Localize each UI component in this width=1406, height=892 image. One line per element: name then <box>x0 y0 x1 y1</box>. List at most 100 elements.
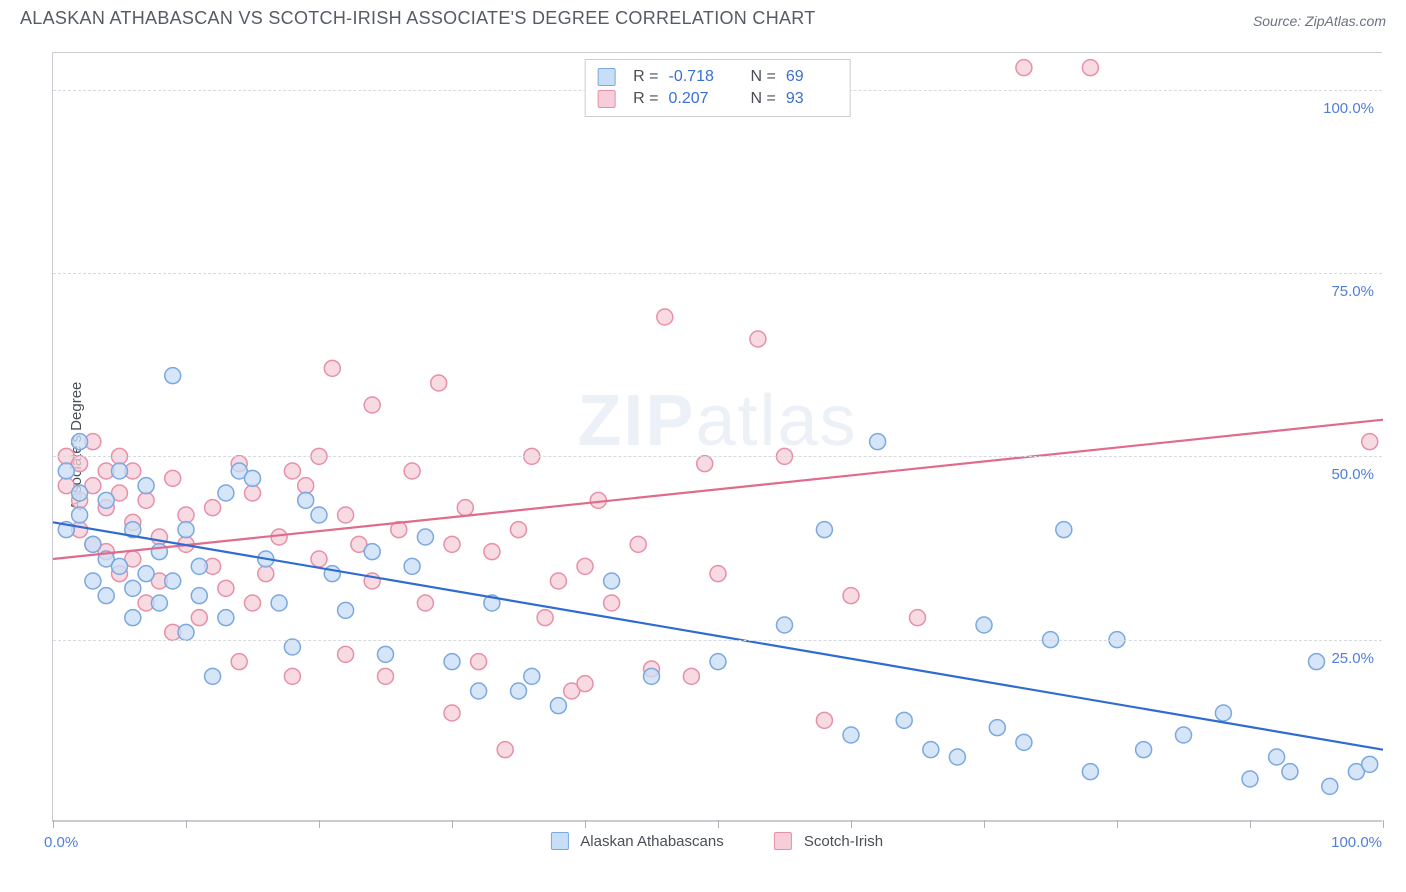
data-point <box>710 654 726 670</box>
data-point <box>404 558 420 574</box>
data-point <box>85 573 101 589</box>
data-point <box>644 668 660 684</box>
data-point <box>271 595 287 611</box>
data-point <box>431 375 447 391</box>
data-point <box>72 485 88 501</box>
data-point <box>311 551 327 567</box>
legend-item-scotch-irish: Scotch-Irish <box>774 832 883 850</box>
data-point <box>511 683 527 699</box>
data-point <box>604 595 620 611</box>
legend-label: Alaskan Athabascans <box>580 833 723 850</box>
data-point <box>311 507 327 523</box>
data-point <box>165 470 181 486</box>
data-point <box>697 456 713 472</box>
gridline <box>53 640 1382 641</box>
data-point <box>112 463 128 479</box>
source-attribution: Source: ZipAtlas.com <box>1253 13 1386 29</box>
n-label: N = <box>751 90 776 108</box>
data-point <box>178 624 194 640</box>
data-point <box>471 683 487 699</box>
data-point <box>843 727 859 743</box>
data-point <box>138 566 154 582</box>
data-point <box>284 639 300 655</box>
data-point <box>245 485 261 501</box>
x-tick <box>1383 820 1384 828</box>
data-point <box>577 676 593 692</box>
data-point <box>1269 749 1285 765</box>
data-point <box>298 492 314 508</box>
data-point <box>112 558 128 574</box>
data-point <box>338 646 354 662</box>
data-point <box>976 617 992 633</box>
data-point <box>444 654 460 670</box>
legend-item-athabascans: Alaskan Athabascans <box>551 832 724 850</box>
legend-swatch-icon <box>597 90 615 108</box>
data-point <box>125 610 141 626</box>
data-point <box>710 566 726 582</box>
data-point <box>471 654 487 670</box>
r-value: -0.718 <box>669 68 721 86</box>
data-point <box>324 360 340 376</box>
data-point <box>511 522 527 538</box>
data-point <box>191 558 207 574</box>
r-value: 0.207 <box>669 90 721 108</box>
data-point <box>98 492 114 508</box>
data-point <box>1056 522 1072 538</box>
r-label: R = <box>633 68 658 86</box>
x-tick <box>452 820 453 828</box>
data-point <box>245 595 261 611</box>
data-point <box>205 668 221 684</box>
r-label: R = <box>633 90 658 108</box>
data-point <box>338 602 354 618</box>
data-point <box>1362 434 1378 450</box>
trend-line <box>53 522 1383 749</box>
data-point <box>444 536 460 552</box>
data-point <box>550 573 566 589</box>
data-point <box>284 668 300 684</box>
data-point <box>910 610 926 626</box>
data-point <box>165 573 181 589</box>
data-point <box>777 617 793 633</box>
data-point <box>750 331 766 347</box>
data-point <box>138 492 154 508</box>
data-point <box>524 668 540 684</box>
data-point <box>537 610 553 626</box>
data-point <box>577 558 593 574</box>
x-tick <box>851 820 852 828</box>
legend-swatch-icon <box>597 68 615 86</box>
data-point <box>258 566 274 582</box>
data-point <box>1082 764 1098 780</box>
data-point <box>151 595 167 611</box>
data-point <box>630 536 646 552</box>
data-point <box>1176 727 1192 743</box>
y-tick-label: 50.0% <box>1331 466 1374 483</box>
legend-row-scotch-irish: R = 0.207 N = 93 <box>597 88 838 110</box>
data-point <box>683 668 699 684</box>
data-point <box>364 544 380 560</box>
data-point <box>870 434 886 450</box>
gridline <box>53 456 1382 457</box>
n-value: 93 <box>786 90 838 108</box>
x-tick <box>984 820 985 828</box>
y-tick-label: 75.0% <box>1331 283 1374 300</box>
data-point <box>1309 654 1325 670</box>
source-prefix: Source: <box>1253 13 1305 29</box>
data-point <box>949 749 965 765</box>
data-point <box>404 463 420 479</box>
data-point <box>72 507 88 523</box>
data-point <box>1016 734 1032 750</box>
data-point <box>165 368 181 384</box>
series-legend: Alaskan Athabascans Scotch-Irish <box>551 832 883 850</box>
data-point <box>98 588 114 604</box>
y-tick-label: 100.0% <box>1323 100 1374 117</box>
data-point <box>218 610 234 626</box>
gridline <box>53 273 1382 274</box>
legend-swatch-icon <box>774 832 792 850</box>
data-point <box>218 580 234 596</box>
x-tick <box>1117 820 1118 828</box>
x-tick <box>718 820 719 828</box>
data-point <box>58 463 74 479</box>
data-point <box>205 500 221 516</box>
data-point <box>923 742 939 758</box>
data-point <box>843 588 859 604</box>
